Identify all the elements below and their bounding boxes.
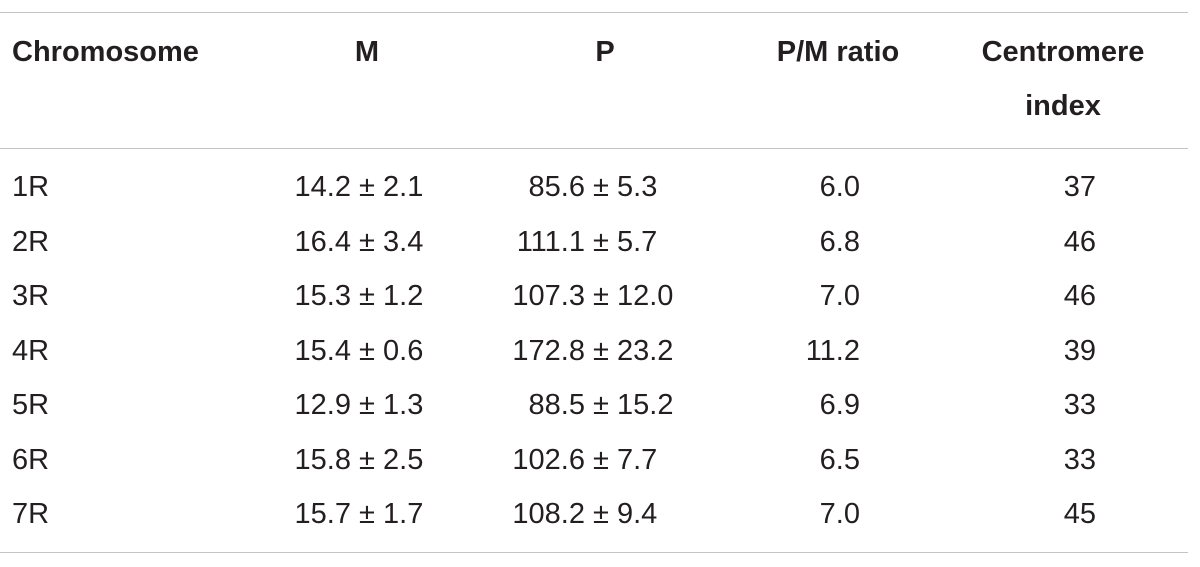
cell-value: 15.4 ± 0.6: [294, 334, 424, 367]
column-header: Chromosome: [12, 36, 199, 68]
row-label: 7R: [12, 498, 50, 530]
cell-value: 16.4 ± 3.4: [294, 225, 424, 258]
top-rule: [0, 12, 1188, 13]
cell-value: 6.8: [819, 225, 860, 258]
cell-value: 46: [1063, 225, 1096, 258]
cell-value: 102.6 ± 7.7: [512, 443, 658, 476]
cell-value: 88.5 ± 15.2: [528, 389, 674, 421]
cell-value: 15.7 ± 1.7: [294, 498, 424, 530]
cell-value: 107.3 ± 12.0: [512, 280, 674, 312]
cell-value: 14.2 ± 2.1: [294, 171, 424, 203]
cell-value: 11.2: [805, 334, 860, 367]
cell-value: 7.0: [819, 498, 860, 530]
row-label: 3R: [12, 280, 50, 312]
column-header: M: [354, 36, 380, 68]
cell-value: 6.9: [819, 389, 860, 421]
cell-value: 6.5: [819, 443, 860, 476]
row-label: 6R: [12, 443, 50, 476]
cell-value: 39: [1063, 334, 1096, 367]
cell-value: 15.8 ± 2.5: [294, 443, 424, 476]
cell-value: 111.1 ± 5.7: [516, 225, 658, 258]
cell-value: 12.9 ± 1.3: [294, 389, 424, 421]
cell-value: 172.8 ± 23.2: [512, 334, 674, 367]
cell-value: 37: [1063, 171, 1096, 203]
column-header: Centromere index: [981, 36, 1145, 122]
cell-value: 33: [1063, 389, 1096, 421]
cell-value: 6.0: [819, 171, 860, 203]
cell-value: 46: [1063, 280, 1096, 312]
row-label: 4R: [12, 334, 50, 367]
bottom-rule: [0, 552, 1188, 553]
header-rule: [0, 148, 1188, 149]
cell-value: 85.6 ± 5.3: [528, 171, 658, 203]
row-label: 1R: [12, 171, 50, 203]
cell-value: 45: [1063, 498, 1096, 530]
column-header: P/M ratio: [776, 36, 900, 68]
cell-value: 108.2 ± 9.4: [512, 498, 658, 530]
cell-value: 7.0: [819, 280, 860, 312]
row-label: 5R: [12, 389, 50, 421]
column-header: P: [595, 36, 615, 68]
cell-value: 33: [1063, 443, 1096, 476]
cell-value: 15.3 ± 1.2: [294, 280, 424, 312]
row-label: 2R: [12, 225, 50, 258]
